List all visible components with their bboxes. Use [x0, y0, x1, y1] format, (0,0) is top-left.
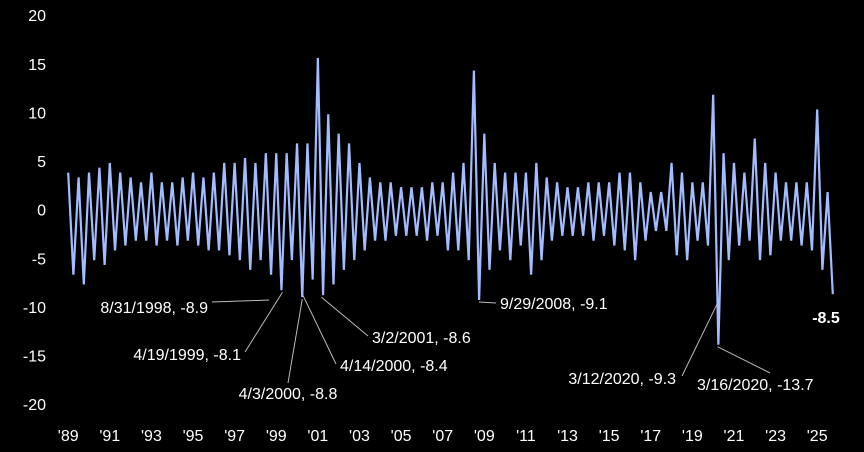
x-tick-label: '15 — [599, 428, 620, 445]
x-tick-label: '07 — [432, 428, 453, 445]
y-tick-label: -5 — [32, 251, 46, 268]
x-tick-label: '89 — [58, 428, 79, 445]
annotation-label: 3/2/2001, -8.6 — [372, 330, 471, 347]
annotation-leader — [244, 292, 283, 353]
annotation-leader — [717, 346, 771, 374]
y-tick-label: -20 — [23, 397, 46, 414]
annotation-label: 4/14/2000, -8.4 — [340, 358, 448, 375]
x-tick-label: '23 — [765, 428, 786, 445]
y-tick-label: -15 — [23, 349, 46, 366]
annotation-leader — [321, 296, 369, 337]
x-tick-label: '97 — [224, 428, 245, 445]
annotation-leader — [211, 299, 270, 303]
annotation-label: 3/16/2020, -13.7 — [697, 377, 814, 394]
annotation-label: 9/29/2008, -9.1 — [500, 296, 608, 313]
x-tick-label: '99 — [266, 428, 287, 445]
annotation-leader — [302, 294, 337, 365]
x-tick-label: '21 — [724, 428, 745, 445]
y-tick-label: 15 — [28, 57, 46, 74]
x-tick-label: '05 — [391, 428, 412, 445]
annotation-label: 4/19/1999, -8.1 — [133, 347, 241, 364]
annotation-leader — [478, 301, 497, 304]
y-tick-label: -10 — [23, 300, 46, 317]
series-line — [67, 57, 834, 345]
x-tick-label: '13 — [557, 428, 578, 445]
x-tick-label: '01 — [307, 428, 328, 445]
annotation-label: 3/12/2020, -9.3 — [568, 371, 676, 388]
x-tick-label: '19 — [682, 428, 703, 445]
x-tick-label: '93 — [141, 428, 162, 445]
end-value-label: -8.5 — [812, 310, 840, 327]
x-tick-label: '17 — [640, 428, 661, 445]
x-tick-label: '95 — [183, 428, 204, 445]
annotation-label: 8/31/1998, -8.9 — [100, 300, 208, 317]
annotation-leader — [287, 298, 303, 384]
y-tick-label: 5 — [37, 154, 46, 171]
x-tick-label: '09 — [474, 428, 495, 445]
annotation-label: 4/3/2000, -8.8 — [239, 386, 338, 403]
y-tick-label: 10 — [28, 105, 46, 122]
x-tick-label: '03 — [349, 428, 370, 445]
x-tick-label: '25 — [807, 428, 828, 445]
x-tick-label: '11 — [516, 428, 536, 445]
annotation-leader — [681, 303, 718, 377]
y-tick-label: 20 — [28, 8, 46, 25]
x-tick-label: '91 — [99, 428, 120, 445]
y-tick-label: 0 — [37, 203, 46, 220]
